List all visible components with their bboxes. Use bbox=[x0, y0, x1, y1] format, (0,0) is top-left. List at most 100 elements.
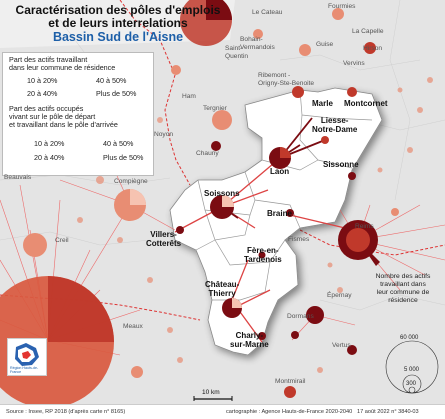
footer-date: 17 août 2022 n° 3840-03 bbox=[357, 409, 419, 415]
circle-epernay bbox=[306, 306, 324, 324]
pole-label-chateau-l1: Château- bbox=[205, 280, 240, 289]
region-logo-mark bbox=[15, 343, 39, 366]
place-bohain-l1: Bohain- bbox=[240, 36, 263, 43]
place-ribemont-l1: Ribemont - bbox=[258, 72, 291, 79]
circle-fismes-east bbox=[391, 208, 399, 216]
map-title: Caractérisation des pôles d'emplois et d… bbox=[4, 4, 232, 44]
circle-ham bbox=[171, 65, 181, 75]
title-line-2: et de leurs interrelations bbox=[48, 16, 188, 30]
legend-heading-1-line-1: Part des actifs travaillant bbox=[9, 55, 88, 64]
surrounding-region-top bbox=[0, 0, 235, 48]
place-beauvais: Beauvais bbox=[4, 174, 32, 181]
pole-label-liesse-l1: Liesse- bbox=[320, 116, 349, 125]
pole-label-montcornet: Montcornet bbox=[344, 99, 388, 108]
title-line-1: Caractérisation des pôles d'emplois bbox=[15, 3, 221, 17]
pole-label-liesse-l2: Notre-Dame bbox=[312, 125, 358, 134]
title-subtitle: Bassin Sud de l'Aisne bbox=[52, 30, 184, 44]
legend-flow-a: 10 à 20% bbox=[34, 139, 65, 148]
footer-source: Source : Insee, RP 2018 (d'après carte n… bbox=[6, 409, 126, 415]
legend-heading-2-line-3: et travaillant dans le pôle d'arrivée bbox=[9, 120, 118, 129]
circle-bohain bbox=[253, 29, 263, 39]
pole-label-fere-l1: Fère-en- bbox=[247, 246, 279, 255]
circle-montmirail bbox=[284, 386, 296, 398]
pole-label-laon: Laon bbox=[270, 167, 290, 176]
pole-label-villers-l2: Cotterêts bbox=[146, 239, 182, 248]
size-legend-60000: 60 000 bbox=[400, 335, 419, 341]
place-vervins: Vervins bbox=[343, 60, 365, 67]
place-fismes: Fismes bbox=[288, 236, 310, 243]
region-boundary-east bbox=[299, 229, 445, 256]
scale-bar bbox=[193, 396, 233, 401]
region-logo-text-l1: Région bbox=[10, 366, 22, 370]
pole-label-chateau-l2: Thierry bbox=[208, 289, 236, 298]
place-epernay: Épernay bbox=[327, 292, 352, 299]
place-bohain-l2: Vermandois bbox=[240, 44, 275, 51]
size-legend-heading-l2: travaillant dans bbox=[380, 281, 426, 288]
size-legend: Nombre des actifs travaillant dans leur … bbox=[362, 273, 444, 305]
circle-tergnier bbox=[212, 110, 232, 130]
pole-label-charly-l1: Charly- bbox=[235, 331, 264, 340]
size-legend-circles bbox=[385, 340, 439, 394]
circle-chauny bbox=[211, 141, 221, 151]
pole-label-liesse: Liesse- Notre-Dame bbox=[312, 116, 357, 134]
legend-heading-1-line-2: dans leur commune de résidence bbox=[9, 63, 116, 72]
footer-carto: cartographie : Agence Hauts-de-France 20… bbox=[226, 409, 353, 415]
circle-meaux bbox=[131, 366, 143, 378]
legend-class-a: 10 à 20% bbox=[27, 76, 58, 85]
place-bohain: Bohain- Vermandois bbox=[240, 36, 275, 52]
region-boundary bbox=[119, 0, 191, 186]
place-compiegne: Compiègne bbox=[114, 178, 148, 185]
size-legend-heading-l3: leur commune de bbox=[376, 289, 430, 296]
legend-flow-b: 20 à 40% bbox=[34, 153, 65, 162]
circle-guise bbox=[299, 44, 311, 56]
study-area bbox=[169, 87, 383, 356]
circle-liesse bbox=[321, 136, 329, 144]
region-logo-text: Région Hauts-de-France bbox=[10, 366, 46, 374]
circle-fourmies bbox=[332, 8, 344, 20]
place-noyon: Noyon bbox=[154, 131, 174, 138]
circle-fere bbox=[258, 251, 266, 259]
circle-montcornet bbox=[347, 87, 357, 97]
place-hirson: Hirson bbox=[363, 45, 383, 52]
legend-class-d: Plus de 50% bbox=[96, 89, 137, 98]
place-tergnier: Tergnier bbox=[203, 105, 227, 112]
footer: Source : Insee, RP 2018 (d'après carte n… bbox=[0, 404, 445, 419]
legend-flow-c: 40 à 50% bbox=[103, 139, 134, 148]
place-dormans: Dormans bbox=[287, 313, 314, 320]
region-logo: Région Hauts-de-France bbox=[7, 338, 47, 376]
legend-class-b: 20 à 40% bbox=[27, 89, 58, 98]
place-chauny: Chauny bbox=[196, 150, 219, 157]
place-ribemont: Ribemont - Origny-Ste-Benoite bbox=[258, 72, 314, 88]
place-ribemont-l2: Origny-Ste-Benoite bbox=[258, 80, 315, 87]
region-logo-text-l2: Hauts-de-France bbox=[10, 366, 39, 374]
place-creil: Creil bbox=[55, 237, 69, 244]
place-vertus: Vertus bbox=[332, 342, 351, 349]
legend-flow-d: Plus de 50% bbox=[103, 153, 144, 162]
circle-sissonne bbox=[348, 172, 356, 180]
pole-label-marle: Marle bbox=[312, 99, 333, 108]
size-legend-heading-l1: Nombre des actifs bbox=[375, 273, 431, 280]
pole-label-braine: Braine bbox=[267, 209, 292, 218]
place-saint-quentin-l1: Saint- bbox=[225, 45, 243, 52]
circle-charly bbox=[258, 332, 266, 340]
place-reims: Reims bbox=[355, 223, 374, 230]
circle-braine bbox=[286, 209, 294, 217]
size-legend-heading-l4: résidence bbox=[388, 297, 418, 304]
pole-label-fere-l2: Tardenois bbox=[244, 255, 282, 264]
place-montmirail: Montmirail bbox=[275, 378, 306, 385]
pole-label-villers: Villers- Cotterêts bbox=[146, 230, 181, 248]
scale-bar-label: 10 km bbox=[202, 389, 220, 396]
circle-villers bbox=[176, 226, 184, 234]
size-legend-300: 300 bbox=[406, 381, 417, 387]
place-fourmies: Fourmies bbox=[328, 3, 356, 10]
place-meaux: Meaux bbox=[123, 323, 143, 330]
place-saint-quentin-l2: Quentin bbox=[225, 53, 249, 60]
circle-vertus bbox=[347, 345, 357, 355]
pole-label-villers-l1: Villers- bbox=[150, 230, 177, 239]
legend-class-c: 40 à 50% bbox=[96, 76, 127, 85]
circle-dormans bbox=[291, 331, 299, 339]
circle-hirson bbox=[364, 42, 376, 54]
pole-label-chateau: Château- Thierry bbox=[205, 280, 239, 298]
